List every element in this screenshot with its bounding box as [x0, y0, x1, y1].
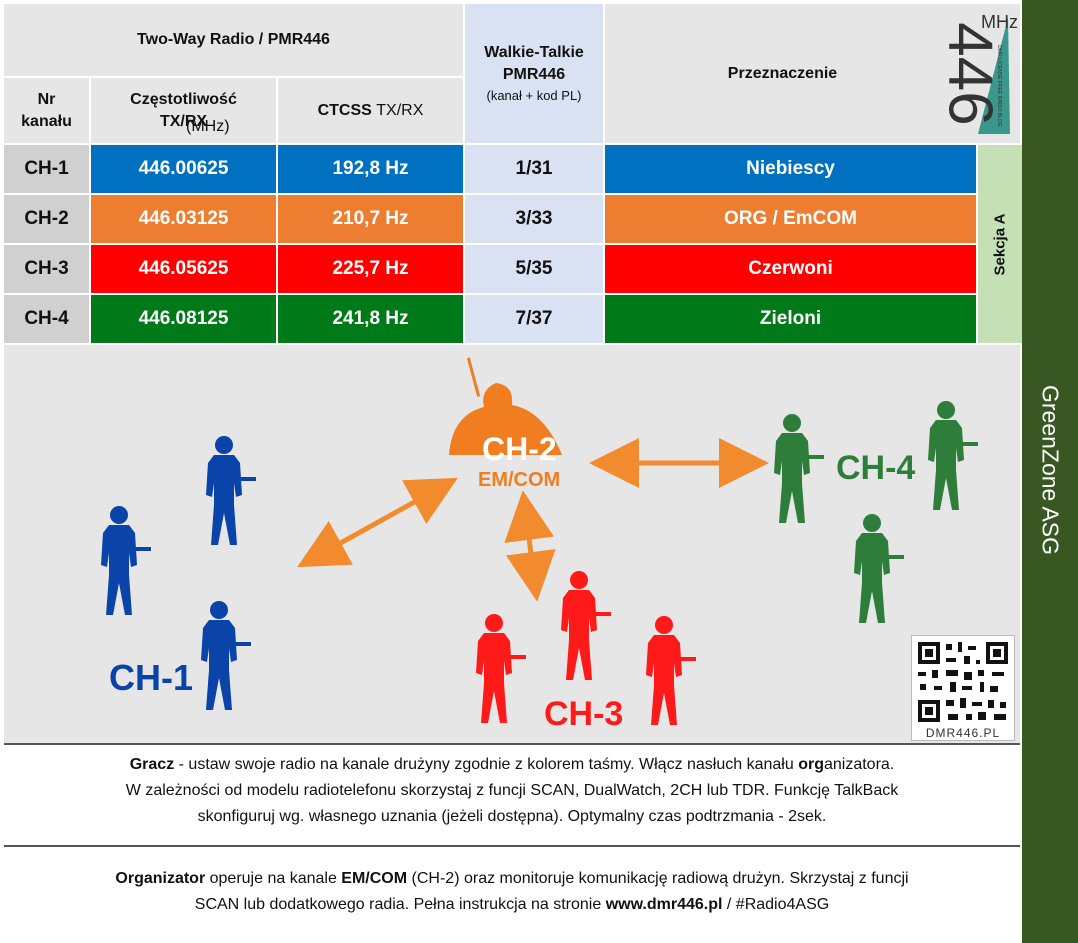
- wt-title: Walkie-Talkie PMR446: [484, 44, 584, 84]
- logo-number: 446: [936, 22, 1005, 125]
- frequency-cell: 446.03125: [91, 195, 276, 243]
- frequency-cell: 446.05625: [91, 245, 276, 293]
- qr-caption: DMR446.PL: [925, 726, 1001, 740]
- table-title: Two-Way Radio / PMR446: [4, 4, 463, 76]
- frequency-cell: 446.08125: [91, 295, 276, 343]
- ctcss-cell: 225,7 Hz: [278, 245, 463, 293]
- frequency-cell: 446.00625: [91, 145, 276, 193]
- org-line2-b: / #Radio4ASG: [722, 896, 830, 913]
- logo-tagline: DMR LICENSE FREE RADIO BLOG: [996, 45, 1002, 127]
- col-header-frequency: Częstotliwość TX/RX: [91, 78, 276, 143]
- walkie-talkie-code: 5/35: [465, 245, 603, 293]
- divider-mid: [4, 845, 1020, 847]
- illustration-panel: CH-1 CH-2 EM/COM CH-3 CH-4 DMR446.PL: [4, 345, 1020, 743]
- channel-number: CH-4: [4, 295, 89, 343]
- gracz-text-2: anizatora.: [823, 756, 895, 773]
- organizer-soldier: [449, 357, 562, 455]
- col-header-walkie-talkie: Walkie-Talkie PMR446 (kanał + kod PL): [465, 4, 603, 143]
- wt-sub: (kanał + kod PL): [486, 87, 582, 103]
- section-label: Sekcja A: [991, 213, 1009, 275]
- side-bar: GreenZone ASG: [1022, 0, 1078, 943]
- ctcss-cell: 241,8 Hz: [278, 295, 463, 343]
- player-instructions: Gracz - ustaw swoje radio na kanale druż…: [4, 752, 1020, 830]
- org-url[interactable]: www.dmr446.pl: [605, 896, 723, 913]
- arrows: [297, 438, 769, 602]
- walkie-talkie-code: 3/33: [465, 195, 603, 243]
- gracz-line-2: W zależności od modelu radiotelefonu sko…: [125, 782, 899, 799]
- org-emcom: EM/COM: [341, 870, 408, 887]
- qr-pattern-icon: [918, 642, 1008, 722]
- walkie-talkie-code: 7/37: [465, 295, 603, 343]
- gracz-line-3: skonfiguruj wg. własnego uznania (jeżeli…: [197, 808, 827, 825]
- ctcss-cell: 210,7 Hz: [278, 195, 463, 243]
- ctcss-cell: 192,8 Hz: [278, 145, 463, 193]
- col-ctcss-label: CTCSS: [317, 101, 372, 119]
- section-label-box: Sekcja A: [978, 145, 1022, 343]
- qr-code: DMR446.PL: [911, 635, 1015, 741]
- ch3-label: CH-3: [544, 695, 624, 733]
- dmr446-logo: 446 MHz DMR LICENSE FREE RADIO BLOG: [918, 6, 1018, 138]
- ch2-sub-label: EM/COM: [478, 469, 561, 491]
- purpose-cell: ORG / EmCOM: [605, 195, 976, 243]
- org-label: Organizator: [115, 870, 206, 887]
- gracz-label: Gracz: [129, 756, 175, 773]
- ch4-label: CH-4: [836, 449, 916, 487]
- col-freq-label: Częstotliwość TX/RX: [130, 90, 237, 130]
- channel-number: CH-3: [4, 245, 89, 293]
- org-text-2: (CH-2) oraz monitoruje komunikację radio…: [407, 870, 909, 887]
- channel-number: CH-1: [4, 145, 89, 193]
- gracz-org: org: [798, 756, 824, 773]
- purpose-cell: Czerwoni: [605, 245, 976, 293]
- org-line2-a: SCAN lub dodatkowego radia. Pełna instru…: [194, 896, 606, 913]
- team-green-soldiers: [774, 401, 978, 623]
- gracz-text-1: - ustaw swoje radio na kanale drużyny zg…: [174, 756, 799, 773]
- ch1-label: CH-1: [109, 657, 194, 698]
- col-header-purpose: Przeznaczenie: [605, 4, 1020, 143]
- divider-top: [4, 743, 1020, 745]
- organizer-instructions: Organizator operuje na kanale EM/COM (CH…: [4, 866, 1020, 918]
- walkie-talkie-code: 1/31: [465, 145, 603, 193]
- purpose-cell: Zieloni: [605, 295, 976, 343]
- ch2-label: CH-2: [482, 431, 557, 467]
- freq-unit: (MHz): [186, 118, 230, 135]
- col-header-channel: Nr kanału: [4, 78, 89, 143]
- team-diagram: [101, 357, 978, 725]
- col-ctcss-sub: TX/RX: [376, 101, 424, 119]
- channel-number: CH-2: [4, 195, 89, 243]
- purpose-cell: Niebiescy: [605, 145, 976, 193]
- col-header-ctcss: CTCSS TX/RX: [278, 78, 463, 143]
- purpose-label: Przeznaczenie: [727, 64, 838, 82]
- org-text-1: operuje na kanale: [205, 870, 342, 887]
- side-label: GreenZone ASG: [1037, 384, 1064, 556]
- logo-unit: MHz: [981, 12, 1018, 32]
- col-nr-label: Nr kanału: [21, 90, 72, 130]
